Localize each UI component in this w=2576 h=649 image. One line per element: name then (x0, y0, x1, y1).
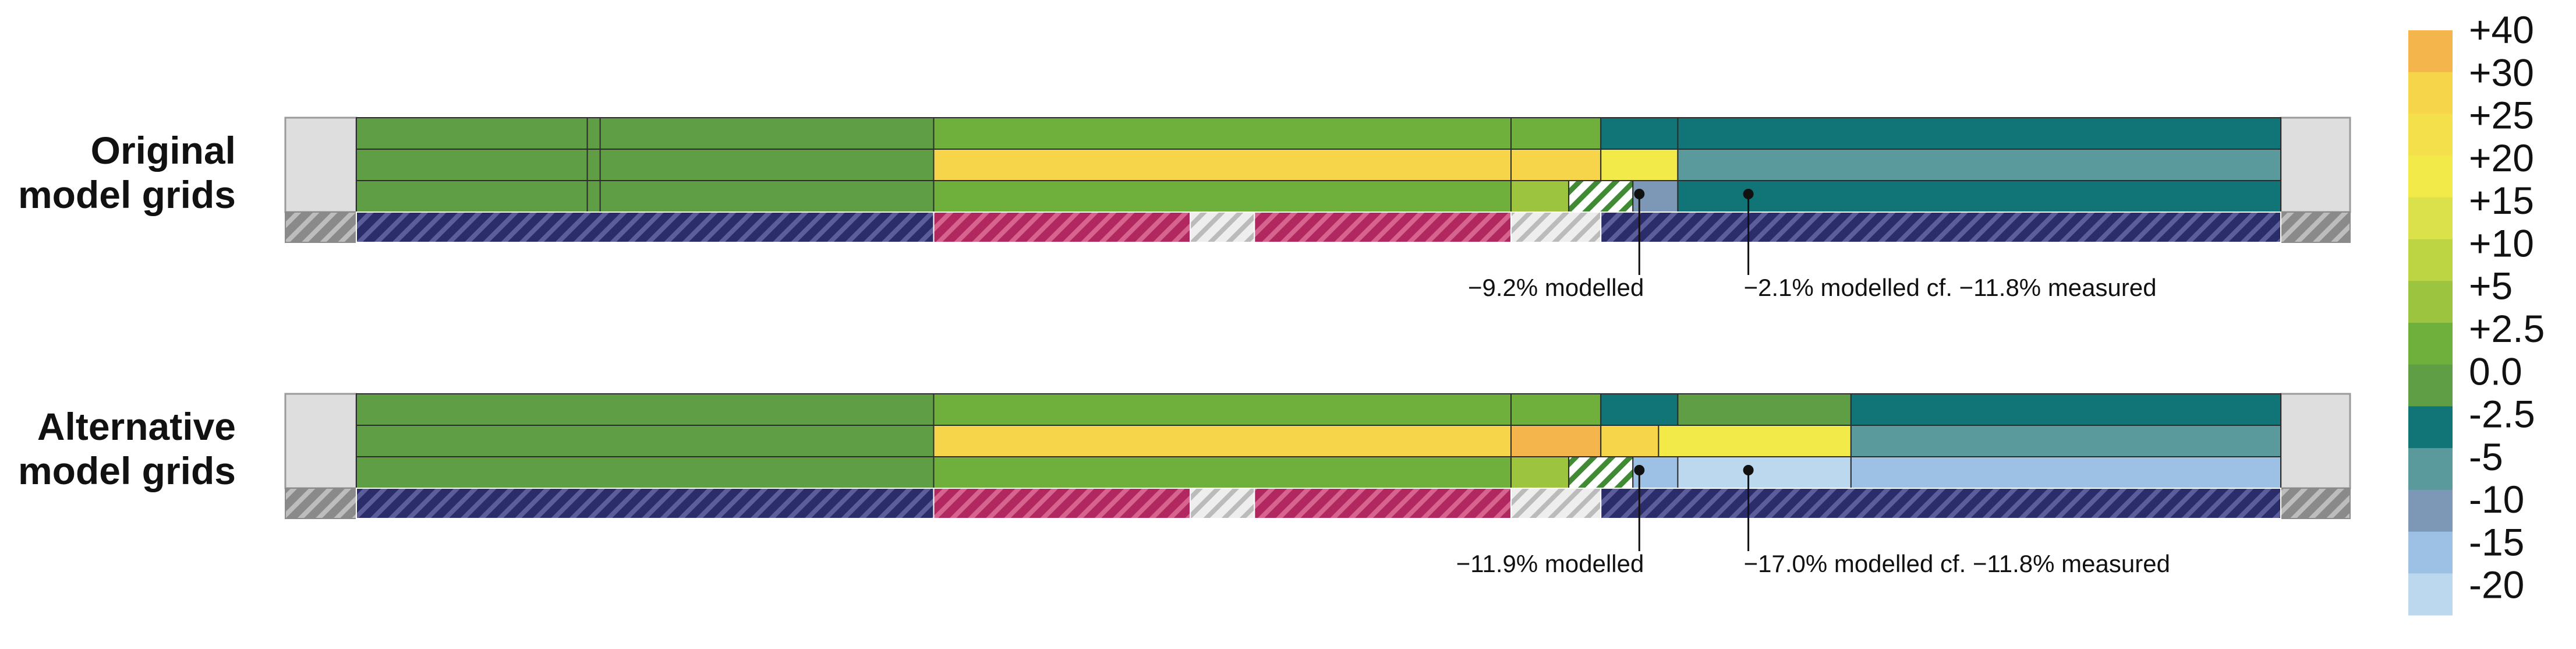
panel-title-line-1: Original (91, 129, 236, 172)
colorbar-tick-label: -20 (2469, 563, 2524, 606)
colorbar-swatch (2408, 448, 2453, 491)
colorbar-tick-label: -10 (2469, 478, 2524, 521)
panel-title-line-2: model grids (18, 173, 236, 216)
grid-cell (1600, 149, 1679, 181)
grid-cell (1677, 117, 2281, 150)
grid-cell (933, 149, 1512, 181)
right-edge-block (2280, 117, 2351, 213)
colorbar-tick-label: 0.0 (2469, 350, 2522, 393)
base-strip-segment (1600, 211, 2282, 243)
colorbar-swatch (2408, 489, 2453, 532)
base-strip-segment (1254, 488, 1512, 519)
grid-cell (1510, 425, 1602, 457)
grid-panel-body: −9.2% modelled −2.1% modelled cf. −11.8% … (284, 117, 2351, 301)
grid-cell (1677, 149, 2281, 181)
grid-cell (1658, 425, 1852, 457)
colorbar-tick-label: -2.5 (2469, 393, 2535, 436)
colorbar-swatch (2408, 239, 2453, 281)
grid-cell (1600, 117, 1679, 150)
colorbar-swatch (2408, 156, 2453, 198)
grid-cell (933, 393, 1512, 426)
grid-cell (356, 117, 935, 150)
grid-cell (1510, 393, 1602, 426)
grid-cell (1677, 393, 1852, 426)
grid-cell (1568, 180, 1634, 213)
colorbar-tick-label: +15 (2469, 179, 2534, 222)
grid-cell (1600, 425, 1659, 457)
grid-cell (356, 180, 935, 213)
colorbar-tick-label: -15 (2469, 520, 2524, 563)
colorbar-swatch (2408, 114, 2453, 156)
colorbar-tick-label: +5 (2469, 264, 2513, 308)
grid-cell (1568, 456, 1634, 489)
grid-cell (933, 117, 1512, 150)
base-strip-edge (2280, 211, 2351, 243)
annotation-label: −9.2% modelled (1468, 274, 1644, 301)
grid-cell (1510, 149, 1602, 181)
base-strip-edge (285, 488, 357, 519)
panel-title-line-1: Alternative (37, 405, 236, 448)
base-strip-segment (356, 488, 935, 519)
grid-cell (356, 393, 935, 426)
base-strip-segment (1510, 211, 1602, 243)
colorbar-swatch (2408, 72, 2453, 114)
left-edge-block (284, 393, 358, 489)
colorbar-tick-label: +40 (2469, 8, 2534, 51)
annotation-label: −17.0% modelled cf. −11.8% measured (1744, 550, 2170, 577)
base-strip-segment (933, 488, 1191, 519)
colorbar-swatch (2408, 197, 2453, 240)
colorbar-swatch (2408, 30, 2453, 73)
grid-cell (1677, 456, 1852, 489)
grid-cell (933, 180, 1512, 213)
colorbar-swatch (2408, 364, 2453, 407)
colorbar-tick-label: +10 (2469, 221, 2534, 264)
colorbar-tick-label: +2.5 (2469, 307, 2545, 350)
grid-cell (1510, 180, 1570, 213)
grid-cell (933, 456, 1512, 489)
panel-alternative-model-grids: Alternative model grids −11.9% modelled −… (18, 393, 2351, 577)
grid-cell (933, 425, 1512, 457)
base-strip-segment (1190, 211, 1255, 243)
colorbar-tick-label: +20 (2469, 136, 2534, 179)
colorbar-tick-label: -5 (2469, 435, 2503, 478)
grid-cell (356, 149, 935, 181)
annotation-label: −11.9% modelled (1456, 550, 1644, 577)
grid-cell (1677, 180, 2281, 213)
grid-cell (1510, 117, 1602, 150)
grid-cell (356, 456, 935, 489)
annotation-label: −2.1% modelled cf. −11.8% measured (1744, 274, 2157, 301)
base-strip-segment (1254, 211, 1512, 243)
right-edge-block (2280, 393, 2351, 489)
base-strip-edge (285, 211, 357, 243)
grid-cell (1850, 393, 2281, 426)
panel-title-line-2: model grids (18, 449, 236, 492)
base-strip-segment (1600, 488, 2282, 519)
grid-cell (1850, 456, 2281, 489)
colorbar-tick-label: +25 (2469, 94, 2534, 137)
colorbar-swatch (2408, 281, 2453, 323)
colorbar-swatch (2408, 323, 2453, 365)
base-strip-edge (2280, 488, 2351, 519)
base-strip-segment (1190, 488, 1255, 519)
grid-cell (356, 425, 935, 457)
base-strip-segment (933, 211, 1191, 243)
grid-cell (1600, 393, 1679, 426)
grid-cell (1850, 425, 2281, 457)
base-strip-segment (356, 211, 935, 243)
panel-original-model-grids: Original model grids −9.2% modelled −2.1%… (18, 117, 2351, 301)
colorbar-swatch (2408, 531, 2453, 574)
base-strip-segment (1510, 488, 1602, 519)
colorbar-legend: +40+30+25+20+15+10+5+2.50.0-2.5-5-10-15-… (2408, 8, 2545, 616)
colorbar-tick-label: +30 (2469, 51, 2534, 94)
left-edge-block (284, 117, 358, 213)
grid-cell (1510, 456, 1570, 489)
colorbar-swatch (2408, 573, 2453, 616)
grid-panel-body: −11.9% modelled −17.0% modelled cf. −11.8… (284, 393, 2351, 577)
colorbar-swatch (2408, 406, 2453, 449)
